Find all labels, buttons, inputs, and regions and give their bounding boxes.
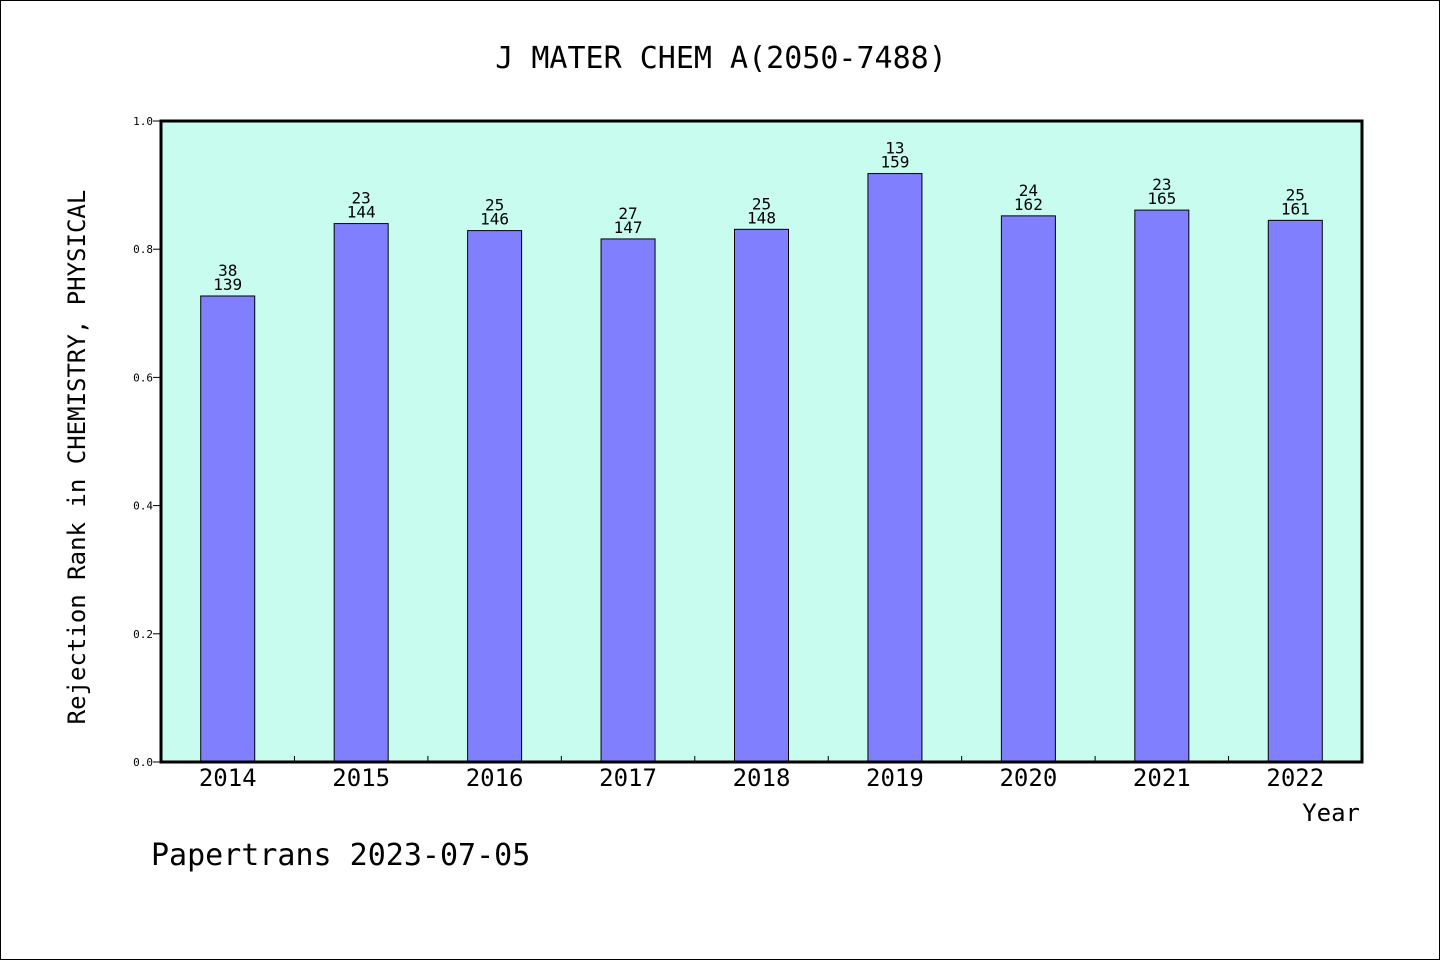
x-tick-label: 2014 [199,764,257,792]
x-tick-label: 2021 [1133,764,1191,792]
chart-title: J MATER CHEM A(2050-7488) [495,41,947,76]
y-tick-label: 0.2 [133,628,153,641]
bar-rank-label: 38 [218,261,237,280]
x-tick-label: 2018 [733,764,791,792]
bar-total-label: 139 [213,275,242,294]
bar-total-label: 161 [1281,199,1310,218]
y-tick-label: 0.8 [133,243,153,256]
plot-border [159,119,1364,764]
bar [200,295,256,763]
bar [1000,215,1056,763]
bar-rank-label: 13 [885,139,904,158]
bars-group [200,173,1323,763]
bar-rank-label: 27 [618,204,637,223]
bar-total-label: 165 [1147,189,1176,208]
bar-rank-label: 25 [1286,185,1305,204]
y-tick-label: 0.4 [133,500,153,513]
x-tick-label: 2015 [332,764,390,792]
bar-rank-label: 24 [1019,181,1038,200]
bar [1134,209,1190,763]
bar-rank-label: 25 [752,194,771,213]
bar-rank-label: 25 [485,196,504,215]
x-tick-label: 2016 [466,764,524,792]
x-tick-label: 2020 [999,764,1057,792]
bar-rank-label: 23 [352,189,371,208]
bar [734,228,789,763]
y-axis: 0.0 0.2 0.4 0.6 0.8 1.0 [133,115,161,769]
x-tick-label: 2022 [1266,764,1324,792]
footer-text: Papertrans 2023-07-05 [151,838,530,873]
y-tick-label: 1.0 [133,115,153,128]
bar-total-label: 146 [480,210,509,229]
bar [600,238,656,763]
x-tick-label: 2019 [866,764,924,792]
bar [467,230,523,763]
bar-total-label: 159 [880,153,909,172]
bar-total-label: 144 [347,203,376,222]
x-axis: 2014 2015 2016 2017 2018 2019 2020 2021 2022 [199,756,1324,792]
bar-rank-label: 23 [1152,175,1171,194]
bar-total-label: 148 [747,208,776,227]
bar [333,223,389,763]
bar [867,173,923,763]
bar-total-label: 162 [1014,195,1043,214]
y-tick-label: 0.0 [133,756,153,769]
bar [1267,219,1323,763]
bar-total-label: 147 [614,218,643,237]
x-tick-label: 2017 [599,764,657,792]
y-axis-label: Rejection Rank in CHEMISTRY, PHYSICAL [63,190,91,725]
x-axis-label: Year [1302,799,1360,827]
y-tick-label: 0.6 [133,371,153,384]
